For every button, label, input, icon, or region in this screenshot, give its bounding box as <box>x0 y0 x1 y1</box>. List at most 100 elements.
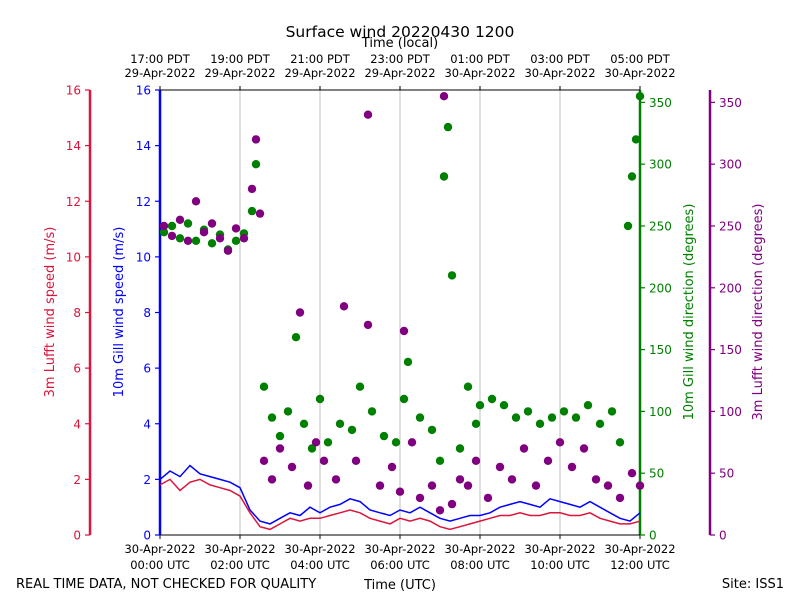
footer-quality-note: REAL TIME DATA, NOT CHECKED FOR QUALITY <box>16 577 316 592</box>
gill-dir-point <box>607 407 617 416</box>
gill-dir-point <box>183 219 193 228</box>
gill_dir-tick-label: 200 <box>649 281 672 295</box>
lufft-dir-point <box>191 197 201 206</box>
gill-dir-point <box>583 401 593 410</box>
gill-dir-point <box>315 394 325 404</box>
lufft-dir-point <box>495 462 505 472</box>
top-tick-time: 21:00 PDT <box>290 52 351 66</box>
gill-dir-point <box>231 236 241 245</box>
gill-dir-point <box>175 234 185 243</box>
gill_speed-tick-label: 2 <box>143 473 151 487</box>
gill-dir-point <box>291 333 301 342</box>
right-outer-axis-ticks: 0 50 100 150 200 250 300 350 <box>710 96 742 543</box>
lufft-dir-point <box>339 302 349 311</box>
top-tick-time: 23:00 PDT <box>370 52 431 66</box>
lufft-dir-point <box>167 231 177 241</box>
left-outer-axis-ticks: 0 2 4 6 8 10 12 14 16 <box>66 84 90 543</box>
lufft_speed-tick-label: 6 <box>73 362 81 376</box>
gill-dir-point <box>571 413 581 422</box>
left-inner-axis-ticks: 0 2 4 6 8 10 12 14 16 <box>136 84 160 543</box>
lufft_dir-tick-label: 200 <box>719 281 742 295</box>
gill-dir-point <box>307 444 317 453</box>
gill-dir-point <box>523 407 533 416</box>
footer-site-label: Site: ISS1 <box>722 577 784 592</box>
bottom-tick-date: 30-Apr-2022 <box>604 542 675 556</box>
gill-dir-point <box>207 239 217 248</box>
bottom-tick-date: 30-Apr-2022 <box>524 542 595 556</box>
lufft_dir-tick-label: 100 <box>719 405 742 419</box>
gill-dir-point <box>323 438 333 447</box>
top-tick-date: 30-Apr-2022 <box>524 66 595 80</box>
left-outer-axis: 0 2 4 6 8 10 12 14 16 3m Lufft wind speed (m/s) <box>43 84 92 543</box>
gill_dir-tick-label: 300 <box>649 158 672 172</box>
lufft-dir-point <box>455 475 465 484</box>
gill_speed-tick-label: 14 <box>136 139 151 153</box>
lufft-dir-point <box>427 481 437 490</box>
top-tick-time: 19:00 PDT <box>210 52 271 66</box>
gill-dir-point <box>191 236 201 245</box>
gill-dir-point <box>267 413 277 422</box>
lufft-dir-point <box>375 481 385 490</box>
series-line-lufft-speed <box>159 478 641 531</box>
gill_speed-tick-label: 0 <box>143 529 151 543</box>
gill-dir-point <box>623 221 633 231</box>
bottom-axis-ticks: 30-Apr-2022 00:00 UTC 30-Apr-2022 02:00 UTC… <box>124 535 676 572</box>
left-inner-axis: 0 2 4 6 8 10 12 14 16 10m Gill wind speed (m/s) <box>112 84 162 543</box>
gill-dir-point <box>275 431 285 441</box>
top-tick-date: 29-Apr-2022 <box>204 66 275 80</box>
gill-dir-point <box>439 172 449 181</box>
gill-dir-point <box>463 382 473 391</box>
lufft_dir-tick-label: 150 <box>719 343 742 357</box>
lufft-dir-point <box>395 487 405 496</box>
gill-dir-point <box>167 221 177 231</box>
bottom-tick-date: 30-Apr-2022 <box>204 542 275 556</box>
bottom-tick-time: 12:00 UTC <box>610 558 670 572</box>
gill-dir-point <box>299 419 309 428</box>
gill_speed-tick-label: 12 <box>136 195 151 209</box>
top-tick-date: 29-Apr-2022 <box>124 66 195 80</box>
right-inner-axis: 0 50 100 150 200 250 300 350 10m Gill wind dire… <box>638 90 697 543</box>
top-tick-time: 17:00 PDT <box>130 52 191 66</box>
gill-dir-point <box>471 419 481 428</box>
gill-dir-point <box>455 444 465 453</box>
gill-dir-point <box>487 394 497 404</box>
gill_dir-tick-label: 50 <box>649 467 664 481</box>
bottom-tick-time: 04:00 UTC <box>290 558 350 572</box>
lufft-dir-point <box>287 462 297 472</box>
series-points-gill-dir <box>159 92 645 465</box>
lufft-dir-point <box>387 462 397 472</box>
lufft-dir-point <box>159 221 169 231</box>
gill-dir-point <box>379 431 389 441</box>
lufft-dir-point <box>351 456 361 465</box>
gill-dir-point <box>499 401 509 410</box>
gill-dir-point <box>415 413 425 422</box>
gill_dir-tick-label: 250 <box>649 219 672 233</box>
gill-dir-point <box>547 413 557 422</box>
lufft-dir-point <box>267 475 277 484</box>
lufft-dir-point <box>447 499 457 509</box>
gill-dir-point <box>159 228 169 237</box>
bottom-tick-time: 08:00 UTC <box>450 558 510 572</box>
lufft_speed-tick-label: 14 <box>66 139 81 153</box>
lufft-dir-point <box>275 444 285 453</box>
lufft-dir-point <box>259 456 269 465</box>
lufft_dir-tick-label: 0 <box>719 529 727 543</box>
lufft-dir-point <box>627 469 637 478</box>
gill-dir-point <box>399 394 409 404</box>
gill-dir-point <box>559 407 569 416</box>
gill-dir-point <box>391 438 401 447</box>
lufft-dir-point <box>247 184 257 194</box>
lufft_speed-tick-label: 12 <box>66 195 81 209</box>
lufft-dir-point <box>603 481 613 490</box>
gill-dir-point <box>347 425 357 435</box>
gill-dir-point <box>447 271 457 280</box>
lufft-dir-point <box>591 475 601 484</box>
lufft-dir-point <box>303 481 313 490</box>
lufft-dir-point <box>363 320 373 330</box>
gill_speed-tick-label: 4 <box>143 417 151 431</box>
lufft-dir-point <box>635 481 645 490</box>
lufft_speed-tick-label: 2 <box>73 473 81 487</box>
lufft-dir-point <box>415 493 425 503</box>
